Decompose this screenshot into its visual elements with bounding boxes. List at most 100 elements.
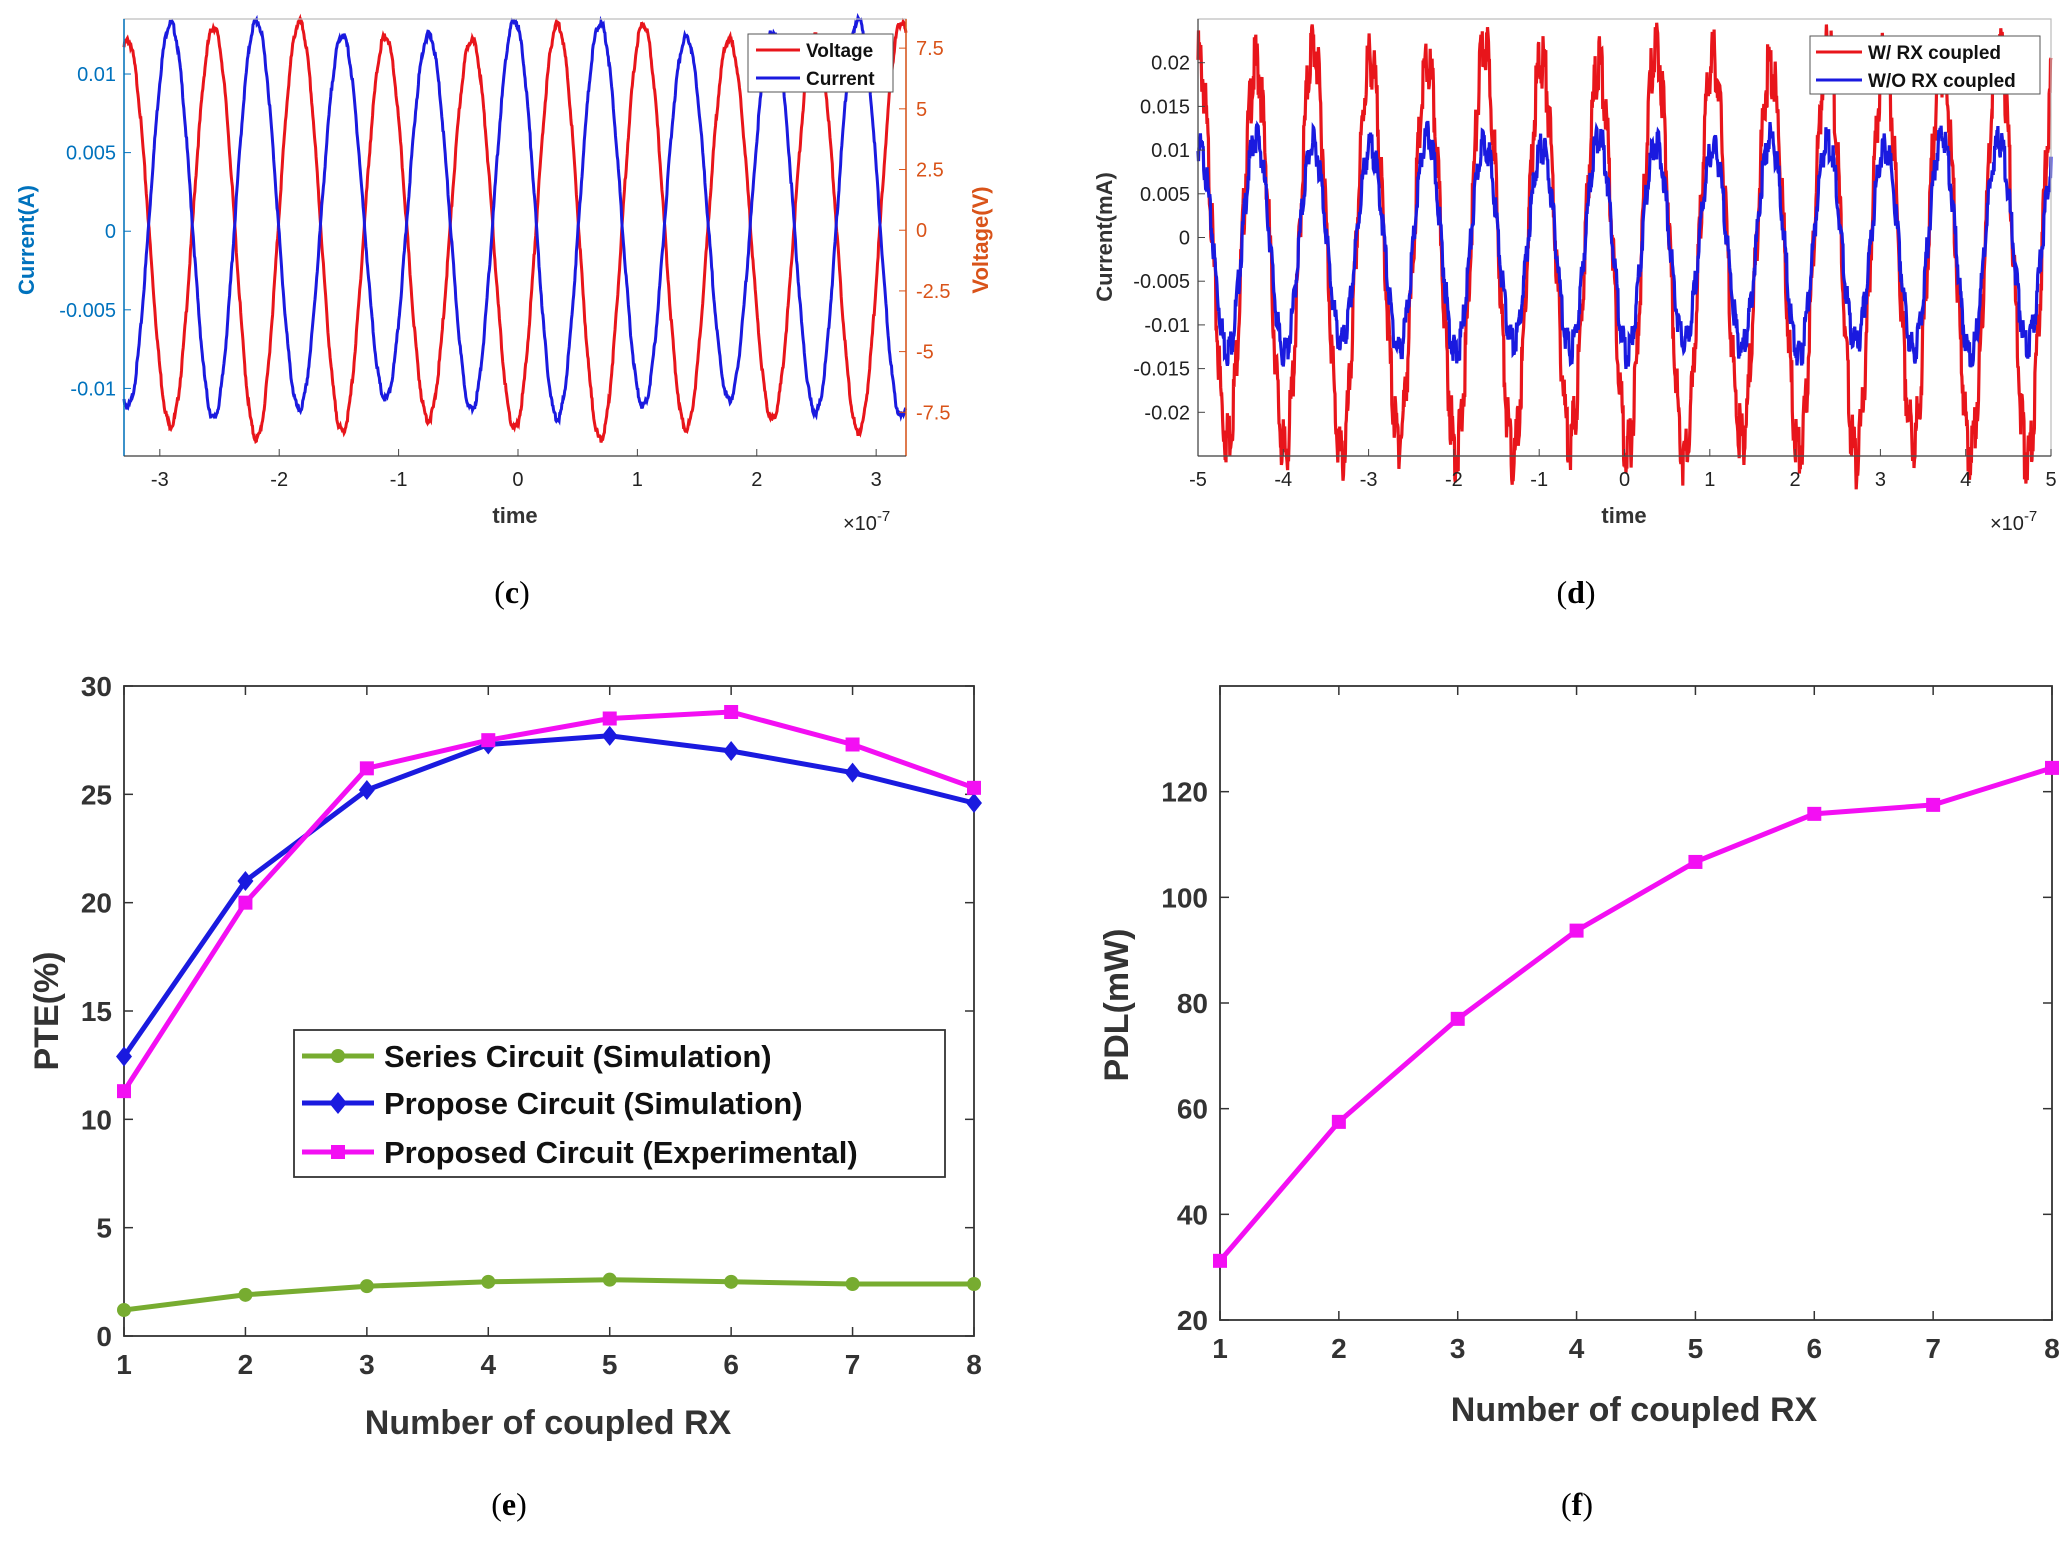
panel-c-xtick-label: -1 xyxy=(390,469,408,491)
panel-e-point-proposed-circuit-experimental xyxy=(117,1084,131,1099)
panel-c-ytick-left-label: 0.01 xyxy=(77,64,116,86)
panel-c-xtick-label: -3 xyxy=(151,469,169,491)
panel-e-legend-propose: Propose Circuit (Simulation) xyxy=(384,1086,803,1121)
panel-f-xtick-label: 4 xyxy=(1569,1333,1585,1364)
panel-e-ytick-label: 15 xyxy=(81,996,112,1027)
panel-d-ytick-label: 0.02 xyxy=(1151,53,1190,75)
panel-f-ytick-label: 40 xyxy=(1177,1199,1208,1230)
panel-e-xlabel: Number of coupled RX xyxy=(365,1404,732,1442)
panel-e-ytick-label: 25 xyxy=(81,779,112,810)
panel-d-ytick-label: -0.02 xyxy=(1144,402,1190,424)
panel-e-ytick-label: 5 xyxy=(96,1213,112,1244)
panel-f-ytick-label: 80 xyxy=(1177,988,1208,1019)
panel-f-series xyxy=(1213,760,2059,1268)
panel-e-caption: (e) xyxy=(491,1486,527,1522)
panel-f-caption-letter: f xyxy=(1572,1486,1583,1522)
panel-e-legend: Series Circuit (Simulation) Propose Circ… xyxy=(293,1029,946,1178)
panel-e-xtick-label: 6 xyxy=(723,1349,739,1380)
panel-c-ytick-right-label: -2.5 xyxy=(916,281,950,303)
panel-e-ytick-label: 30 xyxy=(81,671,112,702)
panel-e-ylabel: PTE(%) xyxy=(28,952,66,1071)
panel-e-xtick-label: 7 xyxy=(845,1349,861,1380)
panel-d-xtick-label: -1 xyxy=(1530,469,1548,491)
panel-e-line-propose-circuit-simulation xyxy=(121,733,975,1058)
panel-e-point-proposed-circuit-experimental xyxy=(481,733,496,748)
panel-d-legend: W/ RX coupled W/O RX coupled xyxy=(1809,35,2041,95)
panel-d-legend-with: W/ RX coupled xyxy=(1868,43,2001,64)
panel-f-xtick-label: 1 xyxy=(1212,1333,1228,1364)
panel-f-caption-open: ( xyxy=(1561,1486,1572,1522)
panel-e-ytick-label: 10 xyxy=(81,1104,112,1135)
panel-d-caption-close: ) xyxy=(1585,574,1596,610)
panel-d-ytick-label: -0.005 xyxy=(1133,271,1190,293)
panel-f: 1 2 3 4 5 6 7 8 20 40 60 80 100 120 Number of coupled… xyxy=(1098,685,2060,1522)
panel-e-xtick-label: 2 xyxy=(238,1349,254,1380)
panel-c: -3 -2 -1 0 1 2 3 0.01 0.005 0 -0.005 -0.01 7.5 5 2.5 0 -… xyxy=(14,12,993,610)
panel-d-ytick-label: 0.015 xyxy=(1140,96,1190,118)
panel-e-point-propose-circuit-simulation xyxy=(116,1046,132,1067)
panel-d-x-exponent: ×10-7 xyxy=(1990,508,2037,535)
panel-d-xlabel: time xyxy=(1601,503,1646,528)
panel-f-xtick-label: 3 xyxy=(1450,1333,1466,1364)
panel-f-point-pdl xyxy=(1807,806,1822,821)
panel-e-point-series-circuit-simulation xyxy=(845,1277,860,1291)
panel-f-xtick-label: 5 xyxy=(1688,1333,1704,1364)
panel-c-x-exponent-base: ×10 xyxy=(843,513,877,535)
panel-f-point-pdl xyxy=(1450,1011,1465,1026)
panel-d-ytick-label: -0.015 xyxy=(1133,359,1190,381)
panel-f-point-pdl xyxy=(1331,1114,1346,1129)
panel-d-caption: (d) xyxy=(1556,574,1595,610)
panel-c-xtick-label: -2 xyxy=(270,469,288,491)
panel-c-legend-box xyxy=(747,33,894,93)
panel-f-line-pdl xyxy=(1218,765,2053,1263)
panel-f-point-pdl xyxy=(1569,923,1584,938)
panel-e-legend-experimental: Proposed Circuit (Experimental) xyxy=(384,1135,858,1170)
panel-d-legend-box xyxy=(1809,35,2041,95)
panel-c-xtick-label: 0 xyxy=(512,469,523,491)
panel-d-line-with-rx xyxy=(1196,22,2053,490)
panel-c-xtick-label: 2 xyxy=(751,469,762,491)
panel-e-xtick-label: 1 xyxy=(116,1349,132,1380)
panel-e-point-proposed-circuit-experimental xyxy=(602,711,617,726)
panel-f-xtick-label: 8 xyxy=(2044,1333,2060,1364)
panel-d-xtick-label: 2 xyxy=(1790,469,1801,491)
panel-f-ytick-label: 60 xyxy=(1177,1094,1208,1125)
panel-e-caption-letter: e xyxy=(502,1486,516,1522)
panel-f-xtick-label: 7 xyxy=(1925,1333,1941,1364)
panel-c-caption: (c) xyxy=(494,574,530,610)
panel-e-series xyxy=(116,705,982,1317)
panel-e: 1 2 3 4 5 6 7 8 0 5 10 15 20 25 30 Number of coupled R… xyxy=(28,671,982,1522)
panel-e-point-propose-circuit-simulation xyxy=(358,780,375,800)
panel-c-x-exponent: ×10-7 xyxy=(843,508,890,535)
panel-f-ytick-label: 100 xyxy=(1161,882,1208,913)
panel-d-xtick-label: -4 xyxy=(1274,469,1292,491)
panel-e-point-series-circuit-simulation xyxy=(967,1277,981,1291)
panel-d-x-exponent-base: ×10 xyxy=(1990,513,2024,535)
panel-d-ytick-label: 0.005 xyxy=(1140,184,1190,206)
panel-f-xtick-label: 2 xyxy=(1331,1333,1347,1364)
panel-e-point-propose-circuit-simulation xyxy=(723,741,740,761)
panel-d-xtick-label: -2 xyxy=(1445,469,1463,491)
panel-d-ytick-label: 0 xyxy=(1179,228,1190,250)
panel-c-ytick-right-label: 7.5 xyxy=(916,38,944,60)
panel-e-ticks: 1 2 3 4 5 6 7 8 0 5 10 15 20 25 30 xyxy=(81,671,982,1380)
panel-d: -5 -4 -3 -2 -1 0 1 2 3 4 5 0.02 0.015 0.01 0.005 0 -0.00… xyxy=(1092,18,2057,610)
panel-c-caption-letter: c xyxy=(505,574,519,610)
panel-c-caption-close: ) xyxy=(519,574,530,610)
panel-c-ytick-right-label: -5 xyxy=(916,342,934,364)
panel-d-ticks: -5 -4 -3 -2 -1 0 1 2 3 4 5 0.02 0.015 0.01 0.005 0 -0.00… xyxy=(1133,53,2056,491)
panel-c-xlabel: time xyxy=(492,503,537,528)
panel-e-caption-open: ( xyxy=(491,1486,502,1522)
panel-e-point-series-circuit-simulation xyxy=(117,1303,131,1317)
panel-e-line-proposed-circuit-experimental xyxy=(121,709,975,1093)
panel-e-legend-marker-experimental xyxy=(331,1145,345,1159)
panel-f-xlabel: Number of coupled RX xyxy=(1451,1391,1818,1429)
panel-c-legend: Voltage Current xyxy=(747,33,894,93)
panel-d-ytick-label: -0.01 xyxy=(1144,315,1190,337)
panel-f-ytick-label: 120 xyxy=(1161,777,1208,808)
panel-c-xtick-label: 3 xyxy=(871,469,882,491)
panel-f-caption-close: ) xyxy=(1582,1486,1593,1522)
panel-f-point-pdl xyxy=(2045,760,2059,775)
panel-c-legend-current: Current xyxy=(806,69,875,90)
